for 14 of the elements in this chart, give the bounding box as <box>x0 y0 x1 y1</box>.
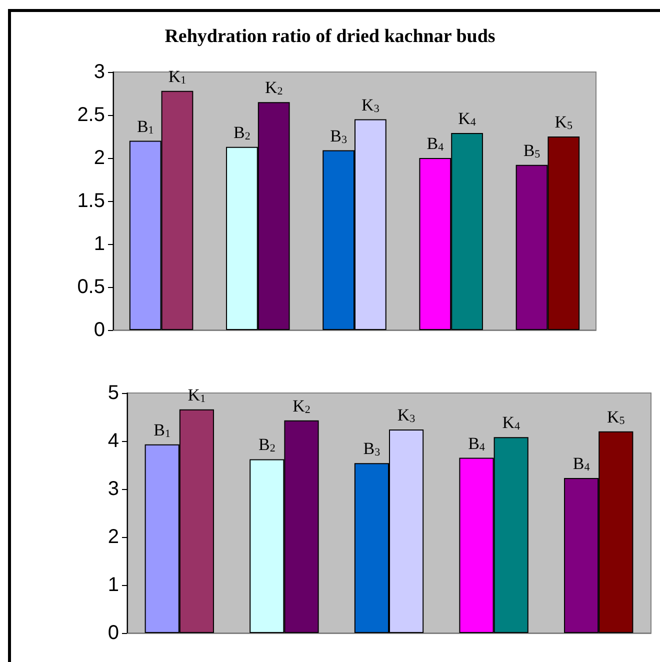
y-tick-label: 0 <box>94 319 105 341</box>
y-tick-label: 3 <box>94 61 105 83</box>
y-tick-label: 2.5 <box>77 104 105 126</box>
y-tick-label: 0 <box>108 622 119 644</box>
y-tick-label: 2 <box>94 147 105 169</box>
y-tick-label: 3 <box>108 478 119 500</box>
y-tick-label: 2 <box>108 526 119 548</box>
y-tick-label: 1 <box>94 233 105 255</box>
y-tick-label: 5 <box>108 382 119 404</box>
chart-title: Rehydration ratio of dried kachnar buds <box>164 26 496 47</box>
y-tick-label: 1.5 <box>77 190 105 212</box>
y-tick-label: 4 <box>108 430 119 452</box>
y-tick-label: 0.5 <box>77 276 105 298</box>
y-tick-label: 1 <box>108 574 119 596</box>
